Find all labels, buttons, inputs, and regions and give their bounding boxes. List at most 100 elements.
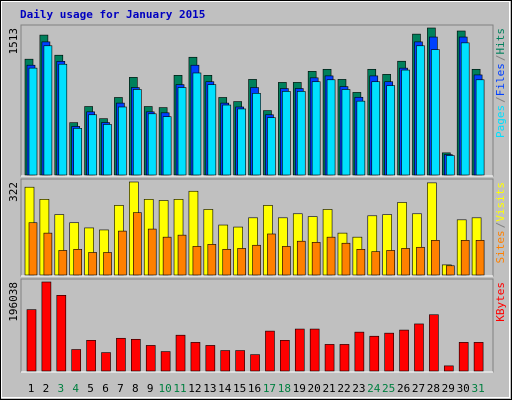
bar	[341, 89, 351, 176]
bar	[41, 281, 52, 372]
bar	[386, 250, 395, 276]
x-tick-label: 12	[188, 382, 201, 395]
bar	[147, 228, 157, 276]
bar	[177, 87, 187, 176]
bar	[56, 295, 67, 372]
bar	[222, 248, 232, 276]
x-tick-label: 2	[43, 382, 50, 395]
x-tick-label: 30	[457, 382, 470, 395]
bar	[429, 314, 439, 372]
bar	[175, 334, 186, 372]
bar	[311, 242, 321, 276]
y-tick-label: 196038	[7, 282, 20, 322]
bar	[401, 69, 410, 176]
bar	[192, 246, 202, 276]
bar	[460, 42, 470, 176]
bar	[250, 354, 260, 372]
bar	[401, 248, 410, 276]
bar	[399, 329, 409, 372]
bar	[460, 240, 470, 276]
bar	[475, 79, 485, 176]
x-tick-label: 27	[412, 382, 425, 395]
legend-separator: /	[494, 222, 507, 229]
bar	[116, 337, 126, 372]
bar	[324, 344, 335, 372]
x-tick-label: 22	[337, 382, 350, 395]
bar	[160, 351, 171, 372]
bar	[190, 342, 201, 372]
bar	[192, 72, 202, 176]
bar	[101, 352, 111, 372]
bar	[26, 309, 37, 372]
legend: KBytes	[494, 282, 507, 322]
bar	[222, 104, 232, 176]
bar	[369, 335, 380, 372]
bar	[145, 345, 156, 372]
bar	[43, 232, 53, 276]
x-tick-label: 15	[233, 382, 246, 395]
bar	[356, 248, 366, 276]
x-tick-label: 10	[159, 382, 172, 395]
legend-entry: Sites	[494, 230, 507, 263]
bar	[133, 212, 142, 276]
bar	[207, 244, 217, 276]
x-tick-label: 13	[203, 382, 216, 395]
bar	[282, 246, 291, 276]
legend-entry: Pages	[494, 105, 507, 138]
bar	[354, 331, 365, 372]
bar	[162, 236, 172, 276]
bar	[475, 240, 485, 276]
x-tick-label: 5	[87, 382, 94, 395]
x-tick-label: 8	[132, 382, 139, 395]
bar	[43, 45, 53, 176]
bar	[71, 349, 82, 372]
bar	[88, 114, 97, 176]
bar	[473, 342, 484, 372]
bar	[267, 117, 276, 176]
bar	[28, 222, 38, 276]
y-tick-label: 322	[7, 182, 20, 202]
legend-entry: Hits	[494, 28, 507, 55]
bar	[237, 248, 246, 276]
bar	[445, 155, 455, 176]
x-tick-label: 3	[57, 382, 64, 395]
bar	[296, 240, 306, 276]
bar	[252, 244, 261, 276]
bar	[445, 265, 455, 276]
x-tick-label: 1	[28, 382, 35, 395]
bar	[416, 246, 425, 276]
bar	[237, 108, 246, 176]
legend-entry: KBytes	[494, 282, 507, 322]
bar	[103, 252, 112, 276]
bar	[326, 79, 336, 176]
bar	[147, 113, 157, 176]
bar	[86, 340, 96, 372]
bar	[339, 344, 350, 372]
x-tick-label: 29	[442, 382, 455, 395]
bar	[267, 233, 276, 276]
x-tick-label: 16	[248, 382, 261, 395]
bar	[131, 338, 141, 372]
bar	[386, 85, 395, 176]
bar	[309, 328, 320, 372]
bar	[133, 89, 142, 176]
legend-entry: Files	[494, 63, 507, 96]
bar	[326, 236, 336, 276]
x-tick-label: 17	[263, 382, 276, 395]
y-tick-label: 1513	[7, 28, 20, 55]
bar	[371, 251, 381, 276]
x-tick-label: 14	[218, 382, 232, 395]
chart-title: Daily usage for January 2015	[20, 8, 205, 21]
bar	[73, 128, 83, 176]
bar	[416, 45, 425, 176]
x-tick-label: 7	[117, 382, 124, 395]
bar	[235, 350, 245, 372]
bar	[265, 330, 275, 372]
bar	[443, 365, 454, 372]
bar	[58, 63, 68, 176]
bar	[118, 230, 127, 276]
legend-separator: /	[494, 55, 507, 62]
